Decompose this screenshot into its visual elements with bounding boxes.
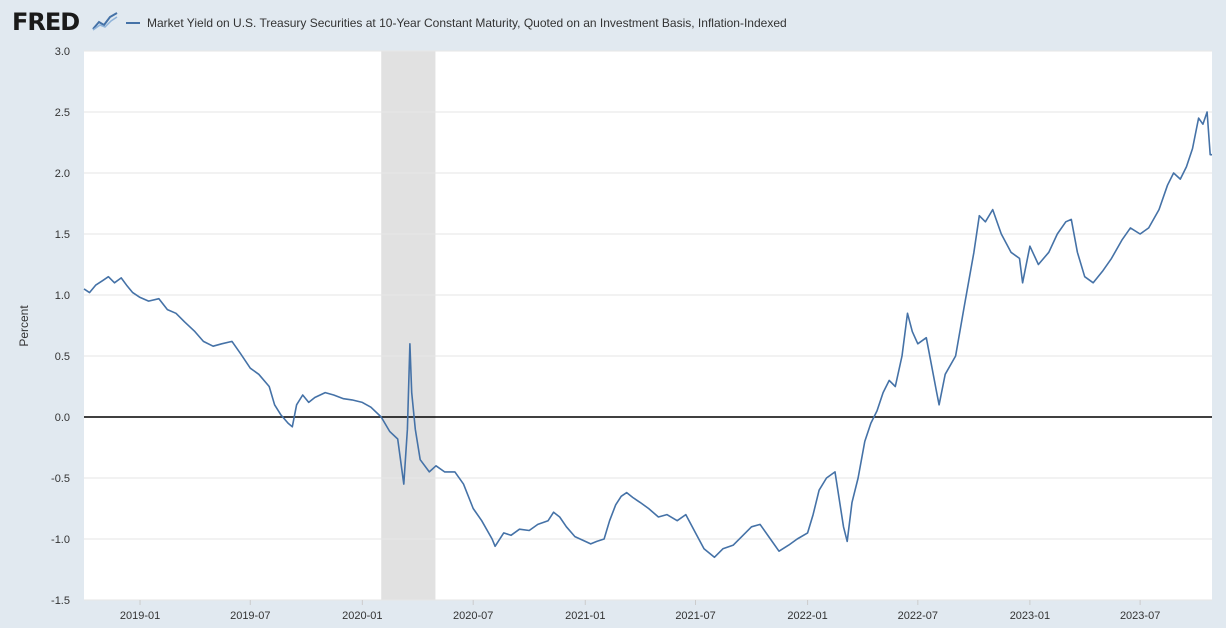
series-line bbox=[83, 111, 1212, 559]
y-tick-label: 0.0 bbox=[55, 412, 70, 424]
x-tick-label: 2020-07 bbox=[453, 610, 493, 622]
x-tick-label: 2023-07 bbox=[1120, 610, 1160, 622]
fred-logo[interactable]: FRED bbox=[12, 8, 80, 36]
y-axis-ticks: -1.5 -1.0 -0.5 0.0 0.5 1.0 1.5 2.0 2.5 3.0 bbox=[51, 46, 70, 607]
legend-line-swatch bbox=[126, 22, 140, 24]
y-tick-label: 2.5 bbox=[55, 107, 70, 119]
plot-area bbox=[84, 51, 1212, 600]
y-tick-label: 1.0 bbox=[55, 290, 70, 302]
y-tick-label: 0.5 bbox=[55, 351, 70, 363]
y-tick-label: -1.5 bbox=[51, 595, 70, 607]
recession-shading bbox=[381, 51, 436, 600]
y-axis-title: Percent bbox=[17, 305, 31, 347]
x-tick-label: 2020-01 bbox=[342, 610, 382, 622]
x-tick-label: 2021-07 bbox=[675, 610, 715, 622]
y-tick-label: -1.0 bbox=[51, 534, 70, 546]
x-tick-label: 2019-01 bbox=[120, 610, 160, 622]
y-tick-label: 1.5 bbox=[55, 229, 70, 241]
y-tick-label: 2.0 bbox=[55, 168, 70, 180]
x-axis-ticks: 2019-01 2019-07 2020-01 2020-07 2021-01 2021-… bbox=[120, 600, 1160, 622]
x-tick-label: 2022-01 bbox=[787, 610, 827, 622]
x-tick-label: 2023-01 bbox=[1010, 610, 1050, 622]
legend-series-label: Market Yield on U.S. Treasury Securities… bbox=[147, 16, 787, 30]
x-tick-label: 2022-07 bbox=[898, 610, 938, 622]
fred-graph-icon bbox=[92, 12, 118, 31]
chart-header: FRED Market Yield on U.S. Treasury Secur… bbox=[0, 0, 1226, 44]
x-tick-label: 2019-07 bbox=[230, 610, 270, 622]
y-tick-label: 3.0 bbox=[55, 46, 70, 58]
y-tick-label: -0.5 bbox=[51, 473, 70, 485]
x-tick-label: 2021-01 bbox=[565, 610, 605, 622]
